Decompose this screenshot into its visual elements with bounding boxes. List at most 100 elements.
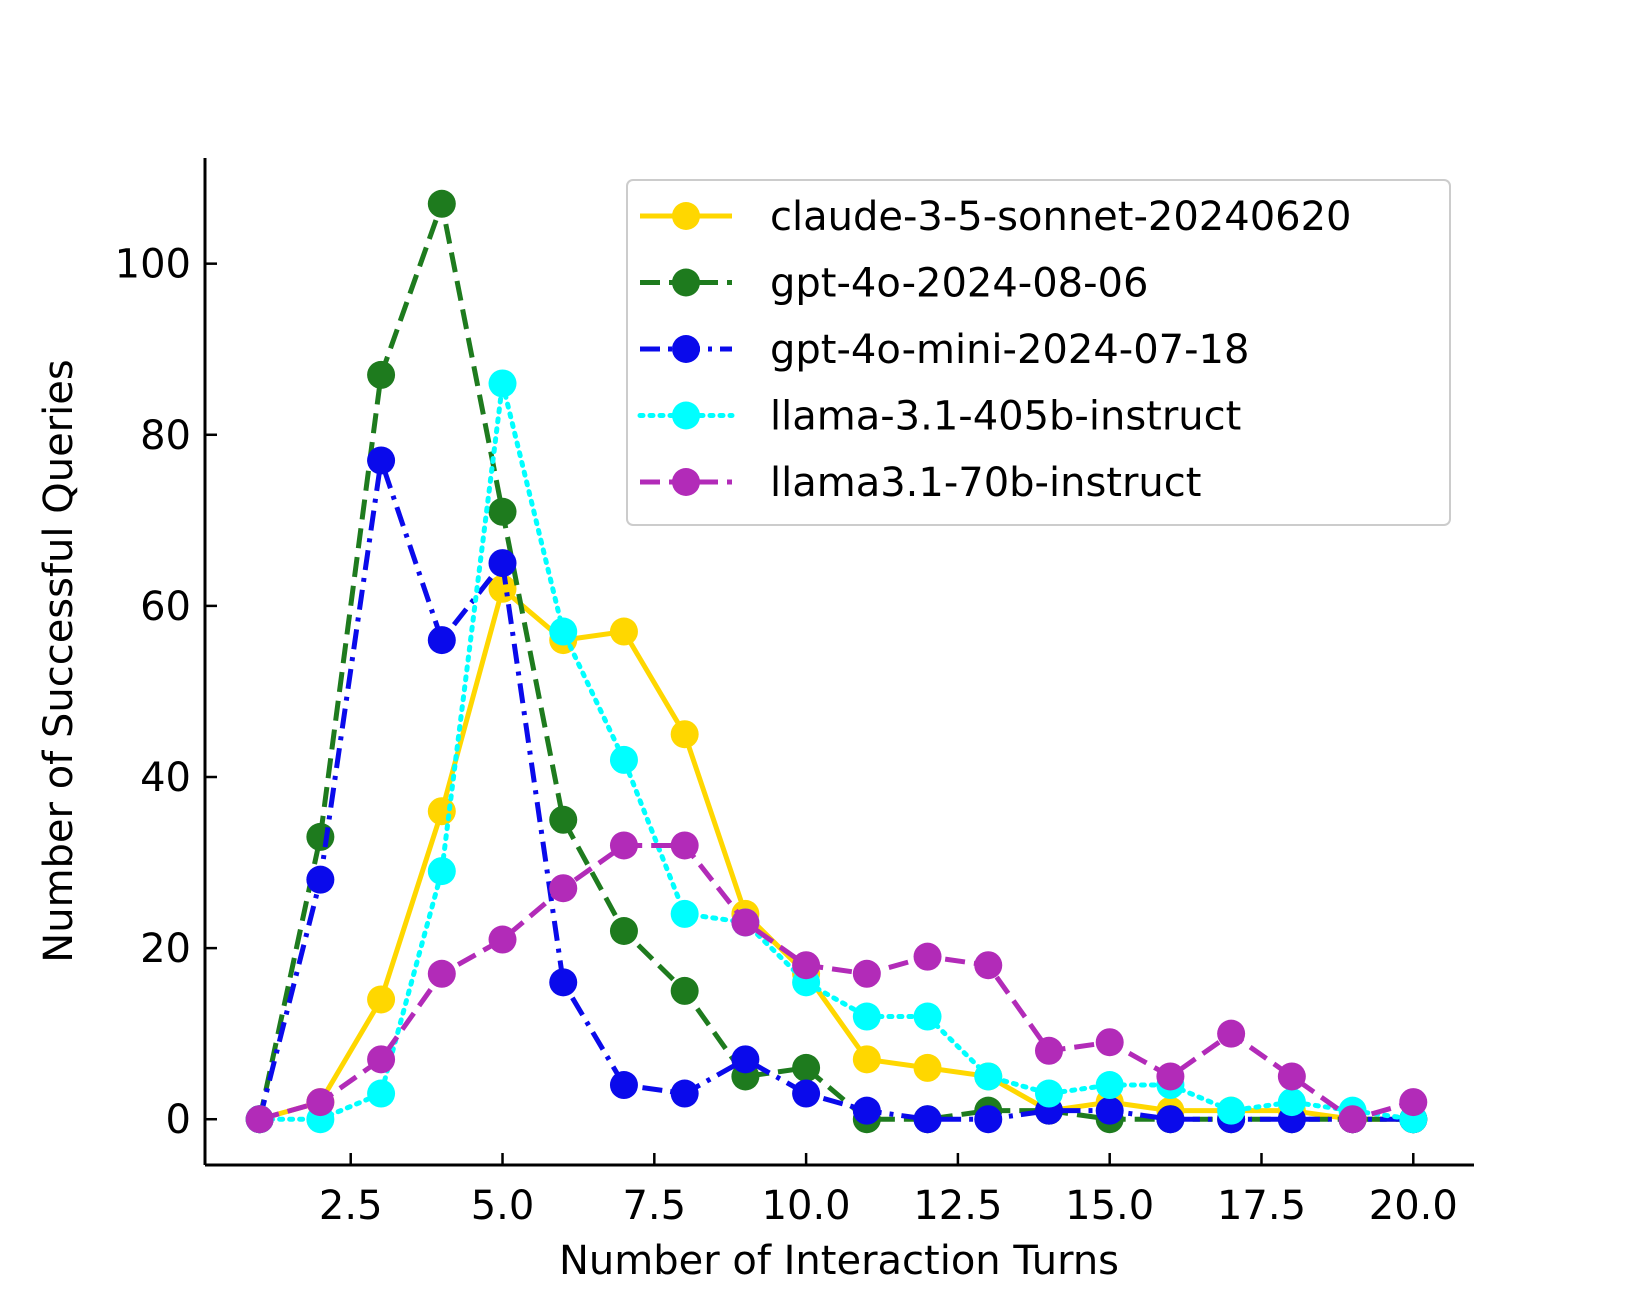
x-tick-label: 12.5 bbox=[913, 1183, 1002, 1229]
x-tick-label: 20.0 bbox=[1369, 1183, 1458, 1229]
data-point bbox=[1156, 1105, 1185, 1134]
data-point bbox=[1399, 1088, 1428, 1117]
data-point bbox=[792, 1079, 821, 1108]
data-point bbox=[609, 917, 638, 946]
data-point bbox=[488, 369, 517, 398]
data-point bbox=[913, 1002, 942, 1031]
data-point bbox=[670, 976, 699, 1005]
data-point bbox=[306, 865, 335, 894]
series-5 bbox=[245, 831, 1428, 1134]
legend-frame bbox=[626, 179, 1451, 526]
data-point bbox=[852, 1002, 881, 1031]
data-point bbox=[488, 925, 517, 954]
y-tick-label: 20 bbox=[140, 926, 191, 972]
legend-item: llama3.1-70b-instruct bbox=[640, 460, 1201, 506]
legend-marker bbox=[672, 202, 700, 230]
data-point bbox=[549, 968, 578, 997]
data-point bbox=[549, 617, 578, 646]
data-point bbox=[1095, 1096, 1124, 1125]
data-point bbox=[731, 1045, 760, 1074]
series-3 bbox=[245, 446, 1428, 1134]
data-point bbox=[1156, 1062, 1185, 1091]
data-point bbox=[670, 720, 699, 749]
x-tick-label: 17.5 bbox=[1217, 1183, 1306, 1229]
data-point bbox=[609, 745, 638, 774]
x-tick-label: 7.5 bbox=[622, 1183, 686, 1229]
data-point bbox=[1095, 1028, 1124, 1057]
legend-label: llama-3.1-405b-instruct bbox=[770, 394, 1241, 440]
data-point bbox=[306, 1088, 335, 1117]
data-point bbox=[974, 951, 1003, 980]
data-point bbox=[913, 1105, 942, 1134]
data-point bbox=[609, 617, 638, 646]
data-point bbox=[427, 189, 456, 218]
data-point bbox=[1034, 1079, 1063, 1108]
series-line bbox=[258, 842, 1414, 1122]
data-point bbox=[367, 360, 396, 389]
data-point bbox=[913, 1053, 942, 1082]
data-point bbox=[427, 959, 456, 988]
x-tick-label: 2.5 bbox=[319, 1183, 383, 1229]
legend-item: claude-3-5-sonnet-20240620 bbox=[640, 194, 1352, 240]
y-tick-label: 100 bbox=[115, 242, 191, 288]
y-tick-label: 0 bbox=[166, 1097, 191, 1143]
data-point bbox=[245, 1105, 274, 1134]
y-ticks: 0 20 40 60 80 100 bbox=[115, 242, 217, 1143]
y-tick-label: 60 bbox=[140, 584, 191, 630]
data-point bbox=[670, 899, 699, 928]
legend-item: gpt-4o-2024-08-06 bbox=[640, 261, 1148, 307]
series-layer bbox=[245, 189, 1428, 1134]
data-point bbox=[549, 805, 578, 834]
data-point bbox=[1217, 1019, 1246, 1048]
axes: 2.5 5.0 7.5 10.0 12.5 15.0 17.5 20.0 0 20 40 60 80 1… bbox=[36, 158, 1474, 1284]
data-point bbox=[913, 942, 942, 971]
legend-item: llama-3.1-405b-instruct bbox=[637, 394, 1241, 440]
data-point bbox=[670, 831, 699, 860]
x-tick-label: 10.0 bbox=[762, 1183, 851, 1229]
y-tick-label: 40 bbox=[140, 755, 191, 801]
x-ticks: 2.5 5.0 7.5 10.0 12.5 15.0 17.5 20.0 bbox=[319, 1153, 1458, 1229]
data-point bbox=[549, 874, 578, 903]
data-point bbox=[974, 1062, 1003, 1091]
data-point bbox=[670, 1079, 699, 1108]
legend-item: gpt-4o-mini-2024-07-18 bbox=[640, 327, 1249, 373]
legend-items: claude-3-5-sonnet-20240620 gpt-4o-2024-08… bbox=[637, 194, 1352, 506]
data-point bbox=[488, 549, 517, 578]
data-point bbox=[1277, 1062, 1306, 1091]
legend-marker bbox=[672, 401, 700, 430]
legend-label: llama3.1-70b-instruct bbox=[770, 460, 1201, 506]
data-point bbox=[609, 831, 638, 860]
data-point bbox=[852, 1096, 881, 1125]
data-point bbox=[306, 822, 335, 851]
data-point bbox=[367, 1045, 396, 1074]
data-point bbox=[1217, 1096, 1246, 1125]
legend-marker bbox=[672, 268, 700, 297]
data-point bbox=[609, 1071, 638, 1100]
data-point bbox=[367, 1079, 396, 1108]
legend-marker bbox=[672, 468, 700, 496]
data-point bbox=[852, 1045, 881, 1074]
series-line bbox=[257, 201, 1414, 1122]
legend-label: claude-3-5-sonnet-20240620 bbox=[770, 194, 1352, 240]
data-point bbox=[1034, 1036, 1063, 1065]
legend-label: gpt-4o-mini-2024-07-18 bbox=[770, 327, 1249, 373]
y-axis-label: Number of Successful Queries bbox=[36, 359, 82, 962]
data-point bbox=[367, 446, 396, 475]
data-point bbox=[1338, 1105, 1367, 1134]
legend: claude-3-5-sonnet-20240620 gpt-4o-2024-08… bbox=[626, 179, 1451, 526]
data-point bbox=[427, 857, 456, 886]
data-point bbox=[427, 797, 456, 826]
data-point bbox=[1277, 1088, 1306, 1117]
data-point bbox=[852, 959, 881, 988]
x-tick-label: 15.0 bbox=[1065, 1183, 1154, 1229]
x-tick-label: 5.0 bbox=[471, 1183, 535, 1229]
data-point bbox=[367, 985, 396, 1014]
legend-marker bbox=[672, 335, 700, 363]
data-point bbox=[427, 626, 456, 655]
data-point bbox=[1095, 1071, 1124, 1100]
data-point bbox=[488, 497, 517, 526]
data-point bbox=[731, 908, 760, 937]
y-tick-label: 80 bbox=[140, 413, 191, 459]
